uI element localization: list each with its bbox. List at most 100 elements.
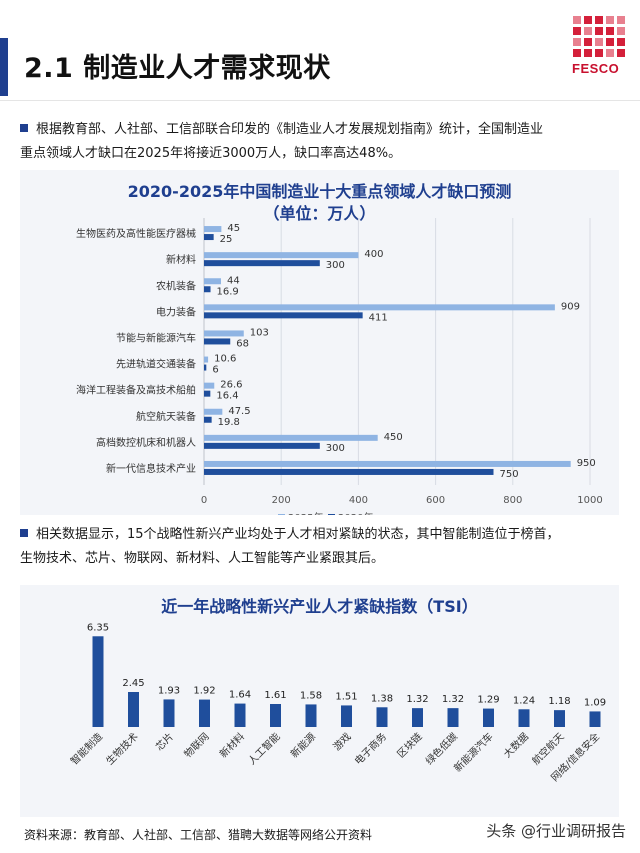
tsi-bar [128,692,139,727]
tsi-category-label: 生物技术 [103,730,140,767]
bar-2020 [204,234,214,241]
logo-dot-grid-icon [573,16,628,57]
bar-2020 [204,442,320,449]
bar-2020 [204,390,211,397]
tsi-value-label: 1.38 [371,693,393,704]
x-tick-label: 600 [426,495,445,506]
bar-2025 [204,278,221,285]
category-label: 生物医药及高性能医疗器械 [76,227,196,240]
tsi-category-label: 区块链 [394,730,424,760]
tsi-bar [589,711,601,727]
value-label-2020: 25 [220,234,233,245]
bar-2025 [204,330,244,337]
legend-label-2020: 2020年 [338,511,373,515]
value-label-2020: 16.4 [216,391,238,402]
tsi-bar [163,699,175,727]
value-label-2020: 300 [326,443,345,454]
category-label: 农机装备 [156,279,196,292]
chart1-subtitle: （单位：万人） [263,204,376,223]
logo-text: FESCO [572,61,620,76]
value-label-2020: 68 [236,338,249,349]
legend-swatch-2025 [278,514,285,515]
tsi-value-label: 1.92 [193,686,215,697]
bar-2025 [204,304,555,311]
x-tick-label: 200 [272,495,291,506]
tsi-category-label: 电子商务 [352,730,389,767]
tsi-bar [341,705,352,727]
tsi-value-label: 1.18 [548,696,570,707]
bar-2025 [204,460,571,467]
value-label-2025: 47.5 [228,406,250,417]
watermark: 头条 @行业调研报告 [486,822,626,840]
talent-gap-chart: 2020-2025年中国制造业十大重点领域人才缺口预测 （单位：万人） 0 200… [20,170,619,515]
tsi-value-label: 1.64 [229,690,251,701]
tsi-line-1: 相关数据显示，15个战略性新兴产业均处于人才相对紧缺的状态，其中智能制造位于榜首… [36,527,560,542]
tsi-value-label: 1.24 [513,695,535,706]
tsi-category-label: 新能源汽车 [451,730,496,775]
bar-2025 [204,408,223,415]
bar-2020 [204,312,363,319]
chart2-title: 近一年战略性新兴产业人才紧缺指数（TSI） [161,597,478,616]
legend-label-2025: 2025年 [288,511,323,515]
tsi-value-label: 1.32 [442,694,464,705]
tsi-category-label: 绿色低碳 [423,730,460,767]
tsi-value-label: 1.09 [584,697,606,708]
category-label: 新一代信息技术产业 [106,462,196,475]
tsi-value-label: 1.51 [335,691,357,702]
tsi-category-label: 智能制造 [68,730,105,767]
tsi-line-2: 生物技术、芯片、物联网、新材料、人工智能等产业紧跟其后。 [20,551,385,566]
bullet-square-icon [20,529,28,537]
tsi-bar [376,707,388,727]
category-label: 高档数控机床和机器人 [96,436,196,449]
tsi-bar [270,704,281,727]
value-label-2020: 750 [500,469,519,480]
value-label-2025: 26.6 [220,380,242,391]
value-label-2025: 400 [364,249,383,260]
value-label-2025: 909 [561,301,580,312]
bar-2020 [204,468,494,475]
tsi-category-label: 新材料 [217,730,247,760]
value-label-2020: 19.8 [218,417,240,428]
header-divider [0,100,640,101]
tsi-category-label: 游戏 [330,730,353,753]
tsi-value-label: 1.29 [477,695,499,706]
tsi-category-label: 芯片 [153,730,176,753]
tsi-value-label: 2.45 [122,678,144,689]
value-label-2025: 950 [577,458,596,469]
bar-2020 [204,364,207,371]
chart1-title: 2020-2025年中国制造业十大重点领域人才缺口预测 [127,182,512,201]
value-label-2020: 411 [369,312,388,323]
bar-2020 [204,338,231,345]
fesco-logo: FESCO [572,16,628,88]
category-label: 先进轨道交通装备 [116,358,196,371]
bar-2025 [204,434,378,441]
value-label-2025: 450 [384,432,403,443]
tsi-bar [199,699,210,727]
tsi-category-label: 新能源 [288,730,318,760]
bar-2025 [204,252,359,259]
value-label-2020: 6 [212,365,218,376]
bar-2020 [204,286,211,293]
value-label-2025: 44 [227,275,240,286]
tsi-paragraph: 相关数据显示，15个战略性新兴产业均处于人才相对紧缺的状态，其中智能制造位于榜首… [20,523,620,571]
tsi-bar [554,710,565,727]
tsi-bar [447,708,459,727]
value-label-2020: 300 [326,260,345,271]
intro-line-2: 重点领域人才缺口在2025年将接近3000万人，缺口率高达48%。 [20,146,402,161]
tsi-bar [483,708,494,727]
value-label-2025: 45 [227,223,240,234]
bar-2025 [204,356,209,363]
category-label: 航空航天装备 [136,410,196,423]
x-tick-label: 1000 [577,495,602,506]
tsi-bar [92,636,104,727]
tsi-category-label: 人工智能 [245,730,282,767]
tsi-bar [412,708,423,727]
x-tick-label: 0 [201,495,207,506]
bar-2025 [204,226,222,233]
value-label-2025: 103 [250,327,269,338]
bar-2025 [204,382,215,389]
chart2-plot: 6.35 智能制造 2.45 生物技术 1.93 芯片 1.92 物联网 1.64 新材料 1.61… [68,622,606,784]
tsi-category-label: 大数据 [501,730,531,760]
